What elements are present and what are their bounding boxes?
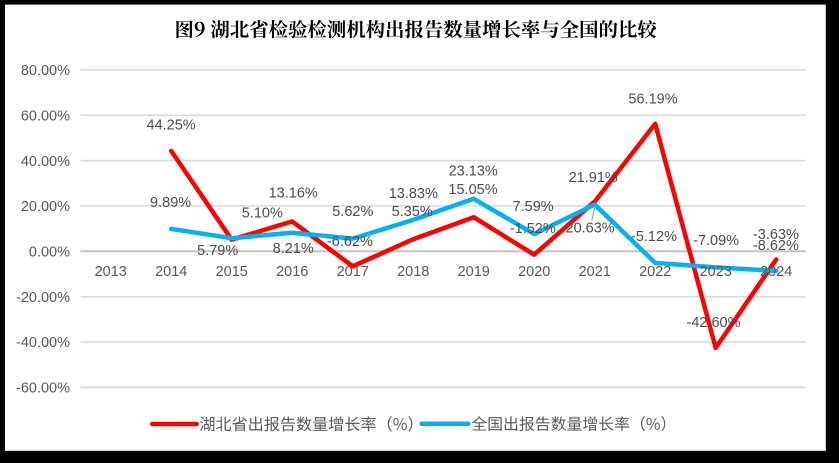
svg-text:-6.62%: -6.62% — [327, 234, 373, 250]
svg-text:-42.60%: -42.60% — [686, 315, 740, 331]
svg-text:2017: 2017 — [337, 264, 369, 280]
svg-text:21.91%: 21.91% — [569, 170, 618, 186]
svg-text:8.21%: 8.21% — [273, 241, 314, 257]
svg-text:20.63%: 20.63% — [566, 221, 615, 237]
svg-text:56.19%: 56.19% — [628, 92, 677, 108]
svg-text:5.10%: 5.10% — [242, 205, 283, 221]
svg-text:2023: 2023 — [700, 264, 732, 280]
svg-text:2015: 2015 — [216, 264, 248, 280]
svg-text:2022: 2022 — [639, 264, 671, 280]
svg-text:20.00%: 20.00% — [21, 199, 70, 215]
svg-text:7.59%: 7.59% — [513, 199, 554, 215]
svg-text:-60.00%: -60.00% — [16, 381, 70, 397]
svg-text:40.00%: 40.00% — [21, 154, 70, 170]
svg-text:2021: 2021 — [579, 264, 611, 280]
svg-text:-40.00%: -40.00% — [16, 335, 70, 351]
svg-text:23.13%: 23.13% — [449, 163, 498, 179]
svg-text:13.83%: 13.83% — [389, 186, 438, 202]
svg-text:2019: 2019 — [458, 264, 490, 280]
svg-text:2016: 2016 — [276, 264, 308, 280]
svg-text:2014: 2014 — [155, 264, 187, 280]
svg-text:-8.62%: -8.62% — [753, 238, 799, 254]
svg-text:9.89%: 9.89% — [150, 195, 191, 211]
svg-text:5.62%: 5.62% — [332, 204, 373, 220]
svg-text:5.79%: 5.79% — [197, 243, 238, 259]
svg-text:15.05%: 15.05% — [448, 182, 497, 198]
svg-text:-3.63%: -3.63% — [753, 227, 799, 243]
svg-text:44.25%: 44.25% — [147, 118, 196, 134]
svg-text:-7.09%: -7.09% — [693, 233, 739, 249]
svg-text:-20.00%: -20.00% — [16, 290, 70, 306]
svg-text:2018: 2018 — [397, 264, 429, 280]
svg-text:2024: 2024 — [760, 264, 792, 280]
svg-text:2020: 2020 — [518, 264, 550, 280]
svg-text:0.00%: 0.00% — [29, 245, 70, 261]
svg-text:60.00%: 60.00% — [21, 108, 70, 124]
svg-text:-1.52%: -1.52% — [510, 221, 556, 237]
svg-text:-5.12%: -5.12% — [631, 229, 677, 245]
svg-text:80.00%: 80.00% — [21, 63, 70, 79]
svg-text:13.16%: 13.16% — [269, 186, 318, 202]
svg-text:2013: 2013 — [95, 264, 127, 280]
svg-text:5.35%: 5.35% — [392, 204, 433, 220]
